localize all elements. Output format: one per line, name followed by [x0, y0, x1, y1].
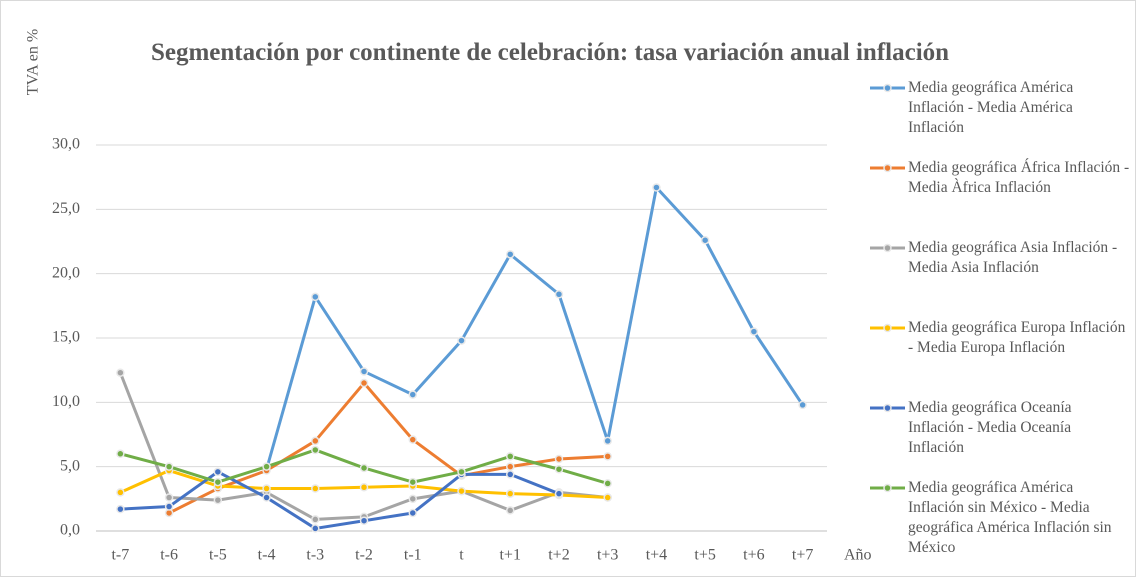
data-point [311, 524, 320, 533]
data-point [603, 479, 612, 488]
y-tick-label: 30,0 [52, 136, 80, 153]
legend-label: Media geográfica Europa Inflación - Medi… [908, 319, 1126, 356]
data-point [213, 477, 223, 487]
data-point [408, 477, 418, 487]
legend-label: Media geográfica América Inflación sin M… [908, 479, 1112, 556]
data-point [457, 336, 466, 345]
data-point [408, 435, 418, 444]
data-point [505, 489, 515, 498]
data-point [311, 445, 320, 455]
y-tick-label: 15,0 [52, 329, 80, 346]
data-point [116, 368, 125, 377]
x-tick-label: t+6 [743, 547, 764, 564]
data-point [262, 493, 271, 502]
x-tick-label: t-4 [258, 547, 276, 564]
x-tick-label: t-3 [306, 547, 324, 564]
series-line [118, 372, 608, 521]
legend-label: Media geográfica Asia Inflación - Media … [908, 239, 1118, 276]
data-point [311, 292, 320, 302]
data-point [603, 436, 612, 446]
legend-marker [883, 83, 892, 93]
x-tick-label: t-5 [209, 547, 227, 564]
x-tick-label: t+4 [646, 547, 667, 564]
data-point [505, 462, 515, 471]
x-tick-label: t-6 [160, 547, 178, 564]
legend-label: Media geográfica África Inflación - Medi… [908, 159, 1130, 196]
x-axis-title: Año [844, 547, 872, 564]
data-point [554, 489, 564, 498]
data-point [749, 327, 759, 336]
chart-title: Segmentación por continente de celebraci… [150, 39, 950, 66]
data-point [116, 449, 125, 459]
y-tick-label: 25,0 [52, 200, 80, 217]
data-point [457, 467, 466, 477]
data-point [652, 183, 661, 192]
x-tick-label: t-7 [111, 547, 129, 564]
legend-label: Media geográfica Oceanía Inflación - Med… [908, 399, 1072, 456]
x-tick-label: t+2 [548, 547, 569, 564]
data-point [408, 390, 418, 399]
x-tick-label: t+3 [597, 547, 618, 564]
data-point [262, 462, 271, 471]
x-tick-label: t+7 [792, 547, 813, 564]
data-point [408, 494, 418, 504]
legend-marker [883, 403, 892, 413]
series-line [265, 185, 804, 470]
data-point [116, 488, 125, 497]
y-tick-label: 5,0 [60, 457, 80, 474]
data-point [359, 367, 369, 376]
data-point [798, 400, 807, 410]
data-point [164, 462, 174, 471]
data-point [505, 470, 515, 479]
legend-label: Media geográfica América Inflación - Med… [908, 79, 1074, 136]
data-point [505, 250, 515, 259]
data-point [359, 378, 369, 388]
data-point [311, 515, 320, 524]
legend-marker [883, 483, 892, 493]
data-point [311, 484, 320, 493]
legend-marker [883, 163, 892, 173]
data-point [359, 463, 369, 473]
data-point [213, 495, 223, 505]
data-point [554, 464, 564, 474]
y-tick-label: 0,0 [60, 522, 80, 539]
data-point [457, 486, 466, 496]
data-point [311, 436, 320, 446]
data-point [359, 483, 369, 492]
y-tick-label: 20,0 [52, 264, 80, 281]
data-point [262, 484, 271, 493]
data-point [505, 506, 515, 515]
data-point [603, 493, 612, 502]
data-point [554, 454, 564, 464]
data-point [164, 502, 174, 511]
x-tick-label: t+5 [694, 547, 715, 564]
x-tick-label: t+1 [499, 547, 520, 564]
data-point [359, 516, 369, 525]
legend-marker [883, 243, 892, 253]
x-tick-label: t-2 [355, 547, 373, 564]
x-tick-label: t-1 [404, 547, 422, 564]
y-tick-label: 10,0 [52, 393, 80, 410]
series-line [120, 470, 560, 530]
x-tick-label: t [459, 547, 464, 564]
data-point [700, 235, 710, 245]
data-point [213, 467, 223, 477]
y-axis-title: TVA en % [25, 29, 42, 95]
legend-marker [883, 323, 892, 333]
data-point [116, 504, 125, 514]
data-point [554, 290, 564, 299]
data-point [603, 452, 612, 461]
data-point [505, 452, 515, 461]
data-point [164, 493, 174, 502]
data-point [408, 508, 418, 518]
